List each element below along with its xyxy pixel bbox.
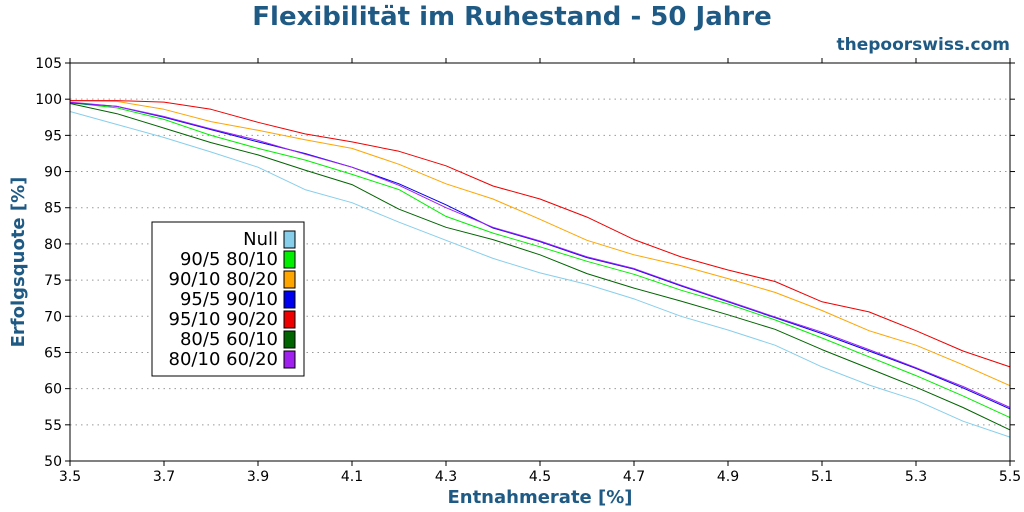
legend-swatch <box>283 350 296 369</box>
series-line-1 <box>69 111 1011 438</box>
x-tick-label: 4.1 <box>341 469 363 485</box>
x-tick-label: 5.3 <box>905 469 927 485</box>
x-tick-label: 4.9 <box>717 469 739 485</box>
y-tick-label: 95 <box>44 128 62 144</box>
legend-label: 80/5 60/10 <box>180 329 278 350</box>
y-tick-label: 50 <box>44 454 62 470</box>
y-tick-label: 75 <box>44 273 62 289</box>
x-tick-label: 4.3 <box>435 469 457 485</box>
y-tick-label: 65 <box>44 345 62 361</box>
watermark: thepoorswiss.com <box>837 35 1011 55</box>
series-line-5 <box>70 100 1011 368</box>
series-line-3 <box>69 100 1011 387</box>
x-axis-label: Entnahmerate [%] <box>447 487 632 508</box>
legend-swatch <box>283 270 296 289</box>
y-tick-label: 55 <box>44 418 62 434</box>
y-tick-label: 105 <box>35 56 62 72</box>
series-lines <box>69 100 1011 438</box>
x-tick-label: 3.7 <box>153 469 175 485</box>
chart-title: Flexibilität im Ruhestand - 50 Jahre <box>252 2 771 32</box>
series-line-2 <box>69 102 1011 419</box>
y-tick-label: 100 <box>35 92 62 108</box>
legend-swatch <box>283 310 296 329</box>
x-tick-label: 3.9 <box>247 469 269 485</box>
y-tick-label: 80 <box>44 237 62 253</box>
x-tick-label: 4.5 <box>529 469 551 485</box>
series-line-7 <box>69 101 1011 408</box>
legend-label: 95/10 90/20 <box>169 309 278 330</box>
legend-label: Null <box>243 229 278 250</box>
legend-label: 90/10 80/20 <box>169 269 278 290</box>
x-tick-label: 3.5 <box>59 469 81 485</box>
legend-swatch <box>283 250 296 269</box>
series-line-4 <box>69 102 1011 410</box>
y-tick-label: 60 <box>44 382 62 398</box>
legend-swatch <box>283 290 296 309</box>
x-tick-label: 4.7 <box>623 469 645 485</box>
legend-label: 95/5 90/10 <box>180 289 278 310</box>
x-tick-label: 5.5 <box>999 469 1021 485</box>
legend-box <box>151 221 305 377</box>
y-axis: 50 55 60 65 70 75 80 85 90 95 100 105 <box>35 56 1015 470</box>
x-tick-label: 5.1 <box>811 469 833 485</box>
y-tick-label: 85 <box>44 201 62 217</box>
legend-swatch <box>283 330 296 349</box>
series-line-6 <box>69 103 1011 431</box>
legend-swatch <box>283 230 296 249</box>
y-tick-label: 70 <box>44 309 62 325</box>
legend-label: 80/10 60/20 <box>169 349 278 370</box>
y-tick-label: 90 <box>44 165 62 181</box>
y-axis-label: Erfolgsquote [%] <box>8 177 29 348</box>
legend-label: 90/5 80/10 <box>180 249 278 270</box>
x-axis: 3.5 3.7 3.9 4.1 4.3 4.5 4.7 4.9 5.1 5.3 5.5 <box>59 58 1021 485</box>
